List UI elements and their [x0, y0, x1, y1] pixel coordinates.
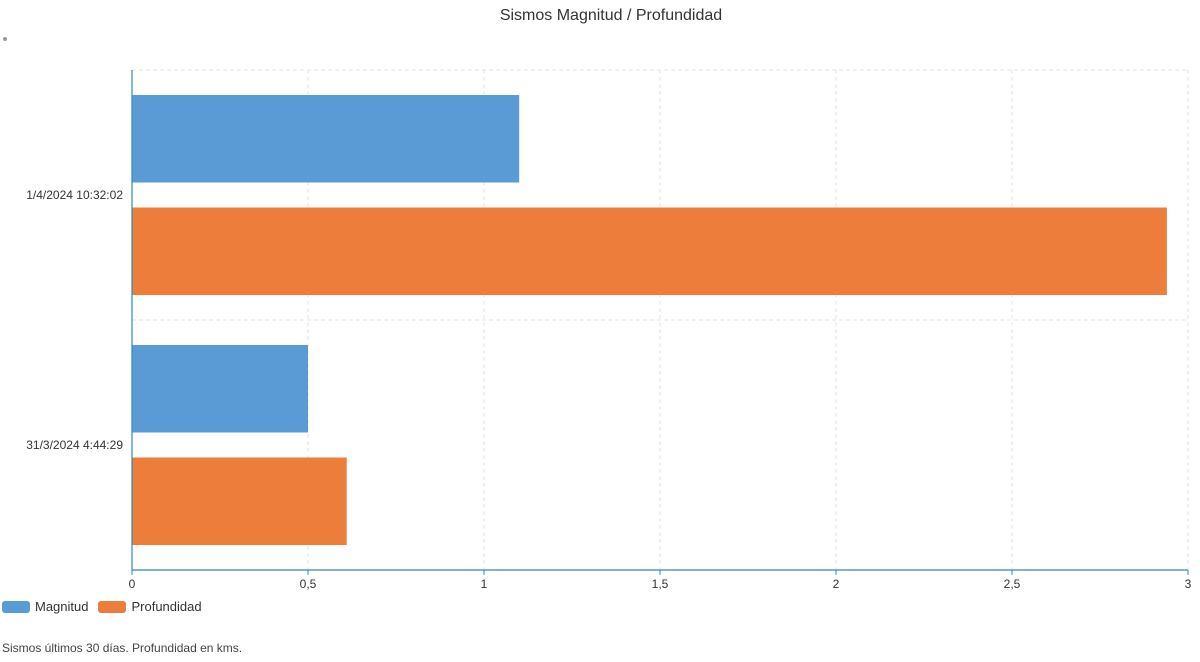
x-tick-label: 3 — [1185, 577, 1192, 591]
legend-swatch-magnitud — [2, 600, 30, 613]
legend-label-profundidad: Profundidad — [131, 599, 202, 614]
x-tick-label: 1,5 — [652, 577, 669, 591]
menu-dot — [3, 37, 7, 41]
bar-profundidad-0 — [132, 207, 1167, 295]
y-tick-label: 1/4/2024 10:32:02 — [26, 188, 123, 202]
legend: Magnitud Profundidad — [2, 599, 212, 614]
x-tick-label: 2,5 — [1004, 577, 1021, 591]
x-tick-label: 0,5 — [300, 577, 317, 591]
bar-magnitud-0 — [132, 95, 520, 183]
legend-swatch-profundidad — [98, 600, 127, 613]
y-tick-label: 31/3/2024 4:44:29 — [26, 438, 123, 452]
legend-label-magnitud: Magnitud — [35, 599, 89, 614]
x-tick-label: 2 — [833, 577, 840, 591]
bar-magnitud-1 — [132, 345, 308, 433]
bar-profundidad-1 — [132, 457, 347, 545]
chart-title: Sismos Magnitud / Profundidad — [499, 7, 723, 24]
footnote: Sismos últimos 30 días. Profundidad en k… — [2, 641, 243, 655]
bar-chart: 1/4/2024 10:32:02 31/3/2024 4:44:29 0 0,5 1 1… — [26, 69, 1192, 591]
x-tick-label: 1 — [481, 577, 488, 591]
x-tick-label: 0 — [129, 577, 136, 591]
legend-item-magnitud[interactable]: Magnitud — [2, 599, 88, 614]
legend-item-profundidad[interactable]: Profundidad — [98, 599, 202, 614]
